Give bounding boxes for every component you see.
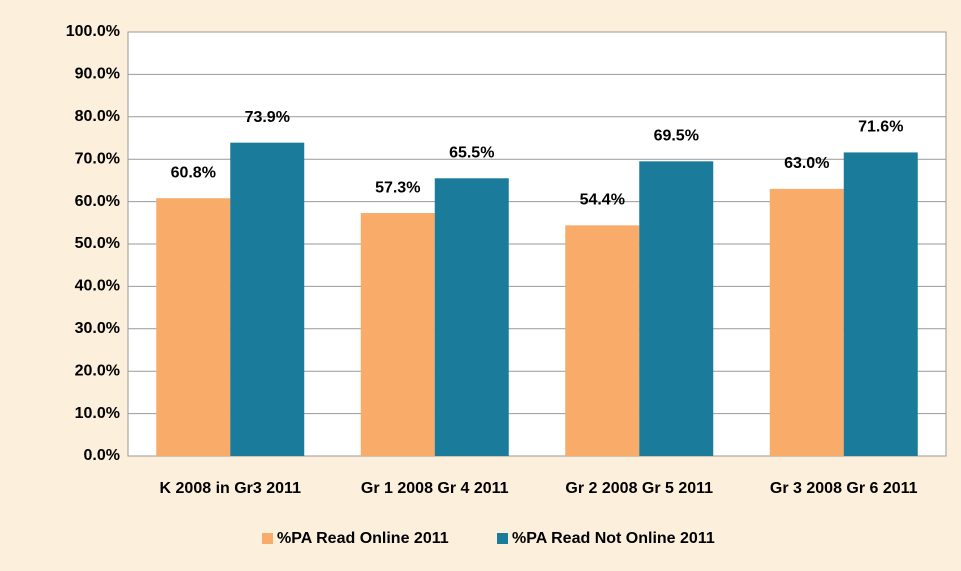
value-label: 69.5% — [654, 128, 699, 145]
y-tick-label: 50.0% — [75, 235, 120, 252]
x-tick-label: Gr 3 2008 Gr 6 2011 — [770, 480, 918, 497]
y-tick-label: 20.0% — [75, 362, 120, 379]
value-label: 60.8% — [171, 164, 216, 181]
bar — [639, 161, 714, 456]
legend-swatch — [262, 533, 273, 544]
value-label: 63.0% — [784, 155, 829, 172]
bar — [434, 178, 509, 456]
value-label: 54.4% — [580, 192, 625, 209]
x-tick-label: K 2008 in Gr3 2011 — [160, 480, 302, 497]
bar — [843, 152, 918, 456]
legend-swatch — [497, 533, 508, 544]
x-tick-label: Gr 1 2008 Gr 4 2011 — [361, 480, 509, 497]
value-label: 71.6% — [858, 119, 903, 136]
bar — [360, 213, 435, 456]
y-tick-label: 90.0% — [75, 66, 120, 83]
bar — [230, 142, 305, 456]
value-label: 57.3% — [375, 179, 420, 196]
y-tick-label: 80.0% — [75, 108, 120, 125]
y-tick-label: 40.0% — [75, 278, 120, 295]
x-tick-label: Gr 2 2008 Gr 5 2011 — [565, 480, 713, 497]
bar — [769, 188, 844, 456]
y-tick-label: 60.0% — [75, 193, 120, 210]
bar — [156, 198, 231, 456]
y-tick-label: 0.0% — [84, 447, 120, 464]
y-tick-label: 70.0% — [75, 150, 120, 167]
bar — [565, 225, 640, 456]
legend-label: %PA Read Online 2011 — [277, 530, 449, 547]
value-label: 73.9% — [245, 109, 290, 126]
legend-label: %PA Read Not Online 2011 — [512, 530, 715, 547]
value-label: 65.5% — [449, 144, 494, 161]
y-tick-label: 100.0% — [66, 23, 120, 40]
y-tick-label: 10.0% — [75, 405, 120, 422]
y-tick-label: 30.0% — [75, 320, 120, 337]
